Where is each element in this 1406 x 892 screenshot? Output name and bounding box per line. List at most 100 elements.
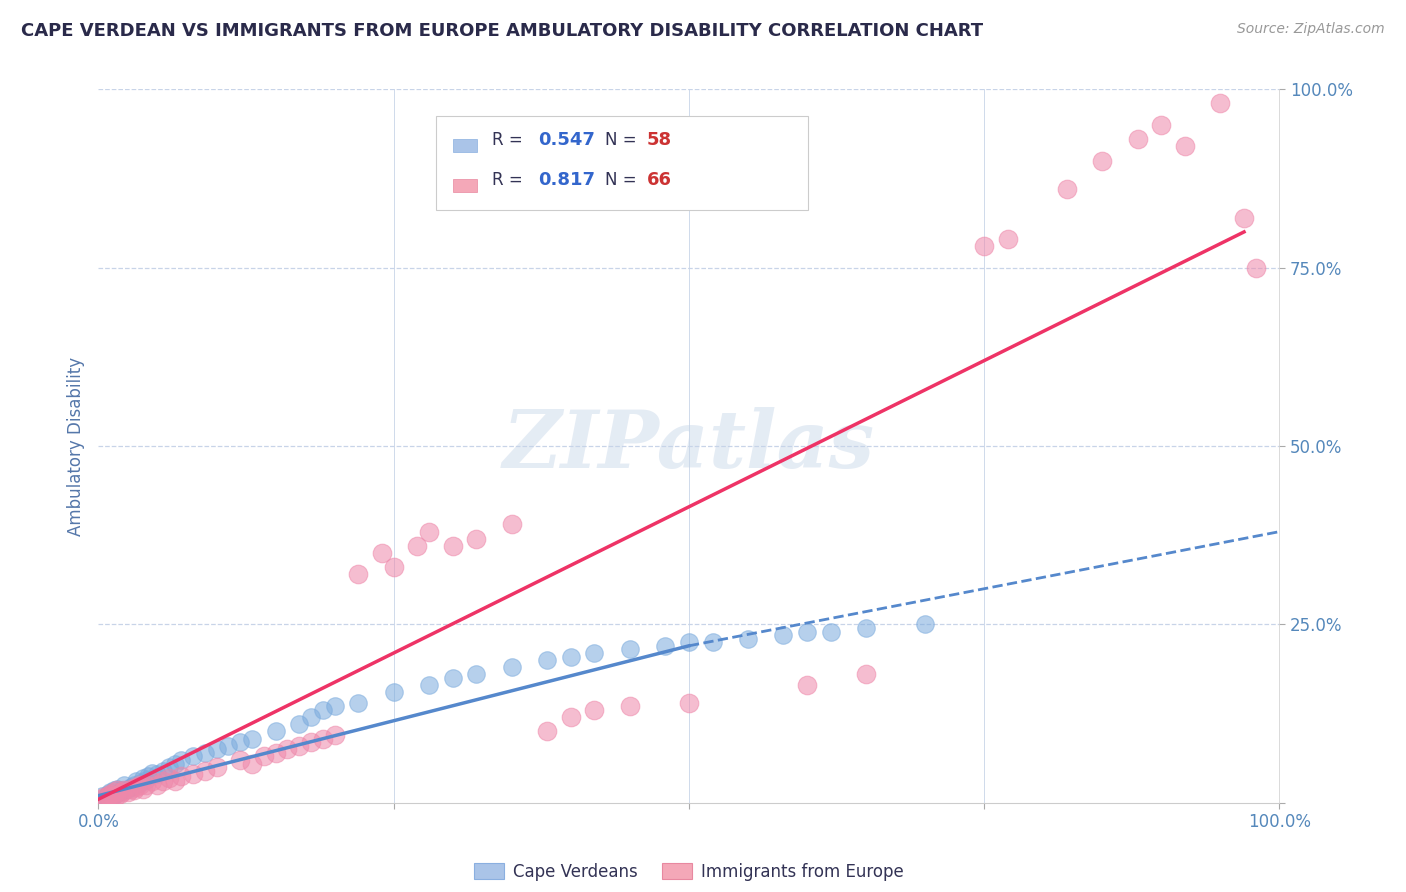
Point xyxy=(181,767,204,781)
Point xyxy=(560,649,582,664)
Point xyxy=(1091,153,1114,168)
Point xyxy=(418,524,440,539)
Point xyxy=(737,632,759,646)
Point xyxy=(536,724,558,739)
Point xyxy=(240,756,263,771)
Point xyxy=(229,735,252,749)
Point xyxy=(194,746,217,760)
Point xyxy=(501,517,523,532)
Point xyxy=(583,646,606,660)
Point xyxy=(205,742,228,756)
Point xyxy=(914,617,936,632)
Point xyxy=(157,771,180,785)
Point xyxy=(465,667,488,681)
Text: 58: 58 xyxy=(647,131,672,149)
Point xyxy=(560,710,582,724)
Point xyxy=(157,760,180,774)
Point xyxy=(997,232,1019,246)
Point xyxy=(101,789,124,803)
Point xyxy=(98,787,121,801)
Text: ZIPatlas: ZIPatlas xyxy=(503,408,875,484)
Y-axis label: Ambulatory Disability: Ambulatory Disability xyxy=(66,357,84,535)
Point xyxy=(855,621,877,635)
Point xyxy=(796,678,818,692)
Point xyxy=(312,703,335,717)
Point xyxy=(312,731,335,746)
Point xyxy=(194,764,217,778)
Point xyxy=(253,749,276,764)
Text: 0.817: 0.817 xyxy=(538,171,596,189)
Point xyxy=(136,769,159,783)
Point xyxy=(973,239,995,253)
Point xyxy=(654,639,676,653)
Point xyxy=(117,781,139,796)
Point xyxy=(619,699,641,714)
Point xyxy=(347,696,370,710)
Point xyxy=(264,746,287,760)
Point xyxy=(619,642,641,657)
Text: N =: N = xyxy=(605,131,641,149)
Point xyxy=(382,560,405,574)
Point xyxy=(105,789,128,803)
Point xyxy=(103,783,125,797)
Point xyxy=(1150,118,1173,132)
Point xyxy=(240,731,263,746)
Point xyxy=(382,685,405,699)
Point xyxy=(135,778,157,792)
Point xyxy=(97,787,120,801)
Text: R =: R = xyxy=(492,131,529,149)
Point xyxy=(441,671,464,685)
Point xyxy=(229,753,252,767)
Point xyxy=(288,739,311,753)
Point xyxy=(111,783,134,797)
Point xyxy=(146,778,169,792)
Point xyxy=(796,624,818,639)
Point xyxy=(91,792,114,806)
Point xyxy=(122,783,145,797)
Point xyxy=(264,724,287,739)
Point xyxy=(98,790,121,805)
Text: CAPE VERDEAN VS IMMIGRANTS FROM EUROPE AMBULATORY DISABILITY CORRELATION CHART: CAPE VERDEAN VS IMMIGRANTS FROM EUROPE A… xyxy=(21,22,983,40)
Point xyxy=(465,532,488,546)
Point xyxy=(299,710,322,724)
Point xyxy=(371,546,394,560)
Point xyxy=(121,781,143,796)
Point xyxy=(108,785,131,799)
Point xyxy=(122,778,145,792)
Point xyxy=(93,792,115,806)
Point xyxy=(323,699,346,714)
Point xyxy=(121,780,143,794)
Text: 66: 66 xyxy=(647,171,672,189)
Point xyxy=(276,742,298,756)
Point xyxy=(105,781,128,796)
Point xyxy=(152,774,174,789)
Point xyxy=(146,767,169,781)
Point xyxy=(217,739,239,753)
Point xyxy=(441,539,464,553)
Point xyxy=(141,765,163,780)
Point xyxy=(98,790,121,805)
Point xyxy=(170,753,193,767)
Point xyxy=(96,790,118,805)
Point xyxy=(406,539,429,553)
Point xyxy=(91,789,114,803)
Point xyxy=(103,785,125,799)
Point xyxy=(105,787,128,801)
Point xyxy=(536,653,558,667)
Point xyxy=(1244,260,1267,275)
Text: Source: ZipAtlas.com: Source: ZipAtlas.com xyxy=(1237,22,1385,37)
Point xyxy=(323,728,346,742)
Point xyxy=(112,778,135,792)
Point xyxy=(1209,96,1232,111)
Point xyxy=(418,678,440,692)
Point xyxy=(820,624,842,639)
Point xyxy=(117,785,139,799)
Point xyxy=(1233,211,1256,225)
Point xyxy=(855,667,877,681)
Point xyxy=(141,774,163,789)
Point xyxy=(1056,182,1078,196)
Point xyxy=(96,792,118,806)
Point xyxy=(1126,132,1149,146)
Point xyxy=(111,785,134,799)
Point xyxy=(132,771,155,785)
